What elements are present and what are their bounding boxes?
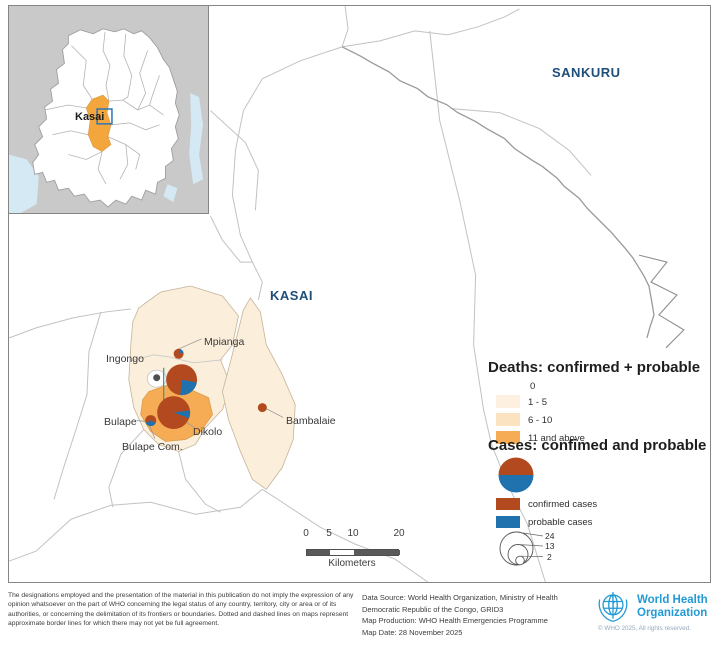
legend-size-label-24: 24 xyxy=(545,531,555,541)
inset-map: Kasai xyxy=(8,5,209,214)
legend-confirmed-swatch xyxy=(496,498,520,510)
death-shaded-zones xyxy=(128,285,296,490)
who-name: World Health Organization xyxy=(637,594,708,620)
scalebar xyxy=(306,549,400,556)
who-name-line-1: World Health xyxy=(637,594,708,606)
legend-size-label-2: 2 xyxy=(547,552,552,562)
case-pie-dikolo xyxy=(157,396,191,430)
legend-deaths-title: Deaths: confirmed + probable xyxy=(488,359,701,376)
legend-deaths-class-0-label: 0 xyxy=(530,381,536,392)
legend-symbols xyxy=(496,457,544,566)
zone-label-dikolo: Dikolo xyxy=(193,426,223,438)
scalebar-tick-5: 5 xyxy=(326,528,332,539)
scalebar-tick-0: 0 xyxy=(303,528,309,539)
legend-size-leaders xyxy=(516,531,544,557)
zone-label-bulape-com: Bulape Com. xyxy=(122,441,183,453)
legend-deaths-class-3-swatch xyxy=(496,431,520,444)
scalebar-segment-dark-2 xyxy=(353,550,400,555)
inset-canvas xyxy=(9,28,204,213)
case-pie-bulape xyxy=(166,364,198,396)
who-copyright: © WHO 2025, All rights reserved. xyxy=(598,625,691,632)
legend-size-label-13: 13 xyxy=(545,541,555,551)
zero-case-dot-ingongo xyxy=(153,374,161,382)
zone-label-mpianga: Mpianga xyxy=(204,336,245,348)
inset-kasai-label: Kasai xyxy=(75,111,105,123)
map-canvas xyxy=(9,6,685,582)
scalebar-unit: Kilometers xyxy=(328,558,376,569)
source-line-2: Democratic Republic of the Congo, GRID3 xyxy=(362,604,504,614)
zone-boundaries xyxy=(9,6,592,582)
province-border xyxy=(341,46,685,349)
legend-demo-pie xyxy=(498,457,534,493)
legend-deaths-class-3-label: 11 and above xyxy=(528,433,585,444)
legend-deaths-class-2-swatch xyxy=(496,413,520,426)
zone-label-bambalaie: Bambalaie xyxy=(286,415,336,427)
legend-deaths-class-2-label: 6 - 10 xyxy=(528,415,553,426)
case-pies xyxy=(145,348,267,430)
scalebar-segment-dark-1 xyxy=(307,550,331,555)
footer-disclaimer: The designations employed and the presen… xyxy=(8,592,354,627)
zone-label-ingongo: Ingongo xyxy=(106,353,144,365)
source-line-4: Map Date: 28 November 2025 xyxy=(362,627,463,637)
legend-confirmed-label: confirmed cases xyxy=(528,499,598,510)
province-label-kasai: KASAI xyxy=(270,288,313,303)
footer-source-block: Data Source: World Health Organization, … xyxy=(362,592,558,639)
source-line-3: Map Production: WHO Health Emergencies P… xyxy=(362,616,548,626)
legend-probable-swatch xyxy=(496,516,520,528)
who-name-line-2: Organization xyxy=(637,606,708,619)
province-label-sankuru: SANKURU xyxy=(552,65,621,80)
who-logo: World Health Organization © WHO 2025, Al… xyxy=(597,591,715,641)
who-emblem-icon xyxy=(598,592,628,623)
inset-province-lines xyxy=(44,31,164,185)
zone-label-bulape: Bulape xyxy=(104,416,137,428)
legend-deaths-class-1-swatch xyxy=(496,395,520,408)
scalebar-tick-20: 20 xyxy=(393,528,405,539)
zone-bambalaie-shape xyxy=(222,297,296,490)
legend-probable-label: probable cases xyxy=(528,517,593,528)
legend-cases-title: Cases: confimed and probable xyxy=(488,437,707,454)
source-line-1: Data Source: World Health Organization, … xyxy=(362,593,558,602)
legend-size-circles xyxy=(499,531,534,566)
inset-extent-rectangle xyxy=(96,108,113,125)
scalebar-tick-10: 10 xyxy=(347,528,359,539)
case-dot-bambalaie xyxy=(257,403,267,413)
case-pie-mpianga xyxy=(173,348,184,359)
main-map: SANKURU KASAI Mpianga Ingongo Bulape Bul… xyxy=(8,5,711,583)
legend-deaths-class-1-label: 1 - 5 xyxy=(528,397,548,408)
case-pie-bulape-com xyxy=(145,415,157,427)
